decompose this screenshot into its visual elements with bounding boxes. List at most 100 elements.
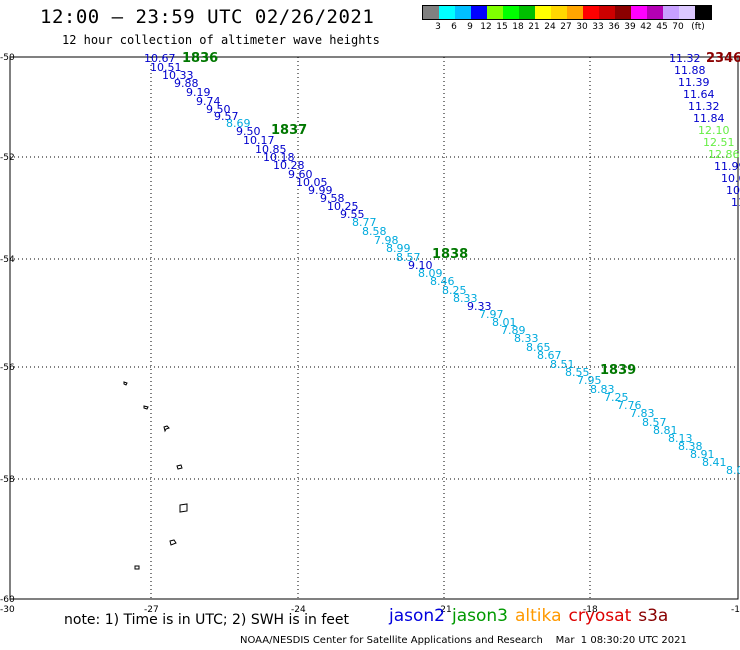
lat-tick-label: -54 xyxy=(0,255,15,265)
wave-height-value: 8.25 xyxy=(442,284,467,297)
lat-tick-label: -56 xyxy=(0,363,15,373)
satellite-legend-item: jason3 xyxy=(452,606,508,626)
legend-label: 18 xyxy=(512,22,524,32)
lon-tick-label: -21 xyxy=(437,605,452,615)
legend-label: 30 xyxy=(576,22,588,32)
island-outline xyxy=(179,503,188,513)
lon-tick-label: -24 xyxy=(291,605,306,615)
island-outline xyxy=(176,464,183,470)
wave-height-value: 7.76 xyxy=(617,399,642,412)
wave-height-value: 9.58 xyxy=(320,192,345,205)
wave-height-value: 8.46 xyxy=(430,275,455,288)
legend-swatch xyxy=(471,6,487,19)
legend-label: 39 xyxy=(624,22,636,32)
wave-height-value: 9.99 xyxy=(308,184,333,197)
grid-lines xyxy=(10,57,738,599)
legend-swatch xyxy=(535,6,551,19)
wave-height-value: 11.32 xyxy=(688,100,720,113)
wave-height-value: 8.55 xyxy=(565,366,590,379)
wave-height-value: 7.97 xyxy=(479,308,504,321)
legend-label: 21 xyxy=(528,22,540,32)
pass-label: 1838 xyxy=(432,247,468,262)
wave-height-value: 7.95 xyxy=(577,374,602,387)
legend-label: 42 xyxy=(640,22,652,32)
wave-height-value: 9.33 xyxy=(467,300,492,313)
satellite-legend-item: s3a xyxy=(638,606,669,626)
legend-swatch xyxy=(679,6,695,19)
satellite-legend-item: cryosat xyxy=(568,606,632,626)
legend-swatches xyxy=(422,5,712,20)
wave-height-value: 9.60 xyxy=(288,168,313,181)
wave-height-value: 8.69 xyxy=(226,117,251,130)
legend-swatch xyxy=(519,6,535,19)
wave-height-value: 10.51 xyxy=(150,61,182,74)
wave-height-value: 8.51 xyxy=(550,358,575,371)
legend-swatch xyxy=(615,6,631,19)
lon-tick-label: -18 xyxy=(583,605,598,615)
legend-label: 9 xyxy=(467,22,473,32)
wave-height-value: 11.88 xyxy=(674,64,706,77)
wave-height-value: 7.25 xyxy=(604,391,629,404)
legend-swatch xyxy=(455,6,471,19)
legend-unit: (ft) xyxy=(691,22,705,32)
wave-height-value: 8.57 xyxy=(396,251,421,264)
wave-height-value: 9.50 xyxy=(206,103,231,116)
wave-height-value: 8.77 xyxy=(352,216,377,229)
wave-height-value: 8.41 xyxy=(702,456,727,469)
wave-height-value: 8.38 xyxy=(678,440,703,453)
legend-label: 3 xyxy=(435,22,441,32)
wave-height-value: 9.57 xyxy=(214,110,239,123)
observation-labels: 10.6710.5110.339.889.199.749.509.578.699… xyxy=(144,52,740,477)
pass-label: 2346 xyxy=(706,51,740,66)
legend-swatch xyxy=(551,6,567,19)
wave-height-value: 10.25 xyxy=(327,200,359,213)
wave-height-value: 9.74 xyxy=(196,95,221,108)
legend-label: 45 xyxy=(656,22,668,32)
wave-height-value: 8.0 xyxy=(726,464,740,477)
wave-height-value: 8.33 xyxy=(453,292,478,305)
wave-height-value: 8.81 xyxy=(653,424,678,437)
wave-height-value: 8.13 xyxy=(668,432,693,445)
legend-label: 70 xyxy=(672,22,684,32)
wave-height-value: 10.28 xyxy=(273,159,305,172)
lon-tick-label: -27 xyxy=(144,605,159,615)
legend-label: 33 xyxy=(592,22,604,32)
map-frame xyxy=(9,56,739,600)
pass-label: 1839 xyxy=(600,363,636,378)
wave-height-value: 11 xyxy=(731,196,740,209)
pass-labels: 1836 1837 1838 1839 2346 xyxy=(182,51,740,378)
island-outline xyxy=(123,381,128,386)
wave-height-value: 8.65 xyxy=(526,341,551,354)
island-outlines xyxy=(123,381,188,570)
legend-swatch xyxy=(647,6,663,19)
wave-height-value: 8.83 xyxy=(590,383,615,396)
legend-label: 15 xyxy=(496,22,508,32)
legend-swatch xyxy=(487,6,503,19)
wave-height-value: 11.32 xyxy=(669,52,701,65)
legend-labels: 3 6 9 12 15 18 21 24 27 30 33 36 39 42 45 70 (ft) xyxy=(422,20,712,34)
legend-label: 12 xyxy=(480,22,492,32)
wave-height-value: 8.99 xyxy=(386,242,411,255)
legend-swatch xyxy=(439,6,455,19)
wave-height-value: 11.64 xyxy=(683,88,715,101)
wave-height-value: 11.39 xyxy=(678,76,710,89)
wave-height-value: 10.85 xyxy=(255,143,287,156)
legend-swatch xyxy=(567,6,583,19)
wave-height-value: 9.10 xyxy=(408,259,433,272)
wave-height-value: 10.17 xyxy=(243,134,275,147)
wave-height-value: 10.67 xyxy=(144,52,176,65)
wave-height-value: 8.33 xyxy=(514,332,539,345)
lon-tick-label: -30 xyxy=(0,605,15,615)
wave-height-value: 10.18 xyxy=(263,151,295,164)
footnote: note: 1) Time is in UTC; 2) SWH is in fe… xyxy=(64,612,350,628)
island-outline xyxy=(134,565,140,570)
legend-label: 27 xyxy=(560,22,572,32)
wave-height-value: 8.01 xyxy=(492,316,517,329)
legend-swatch xyxy=(423,6,439,19)
credit-line: NOAA/NESDIS Center for Satellite Applica… xyxy=(240,635,687,646)
wave-height-value: 9.55 xyxy=(340,208,365,221)
wave-height-value: 12.51 xyxy=(703,136,735,149)
wave-height-value: 10.05 xyxy=(296,176,328,189)
wave-height-value: 11.99 xyxy=(714,160,740,173)
lat-tick-label: -58 xyxy=(0,475,15,485)
